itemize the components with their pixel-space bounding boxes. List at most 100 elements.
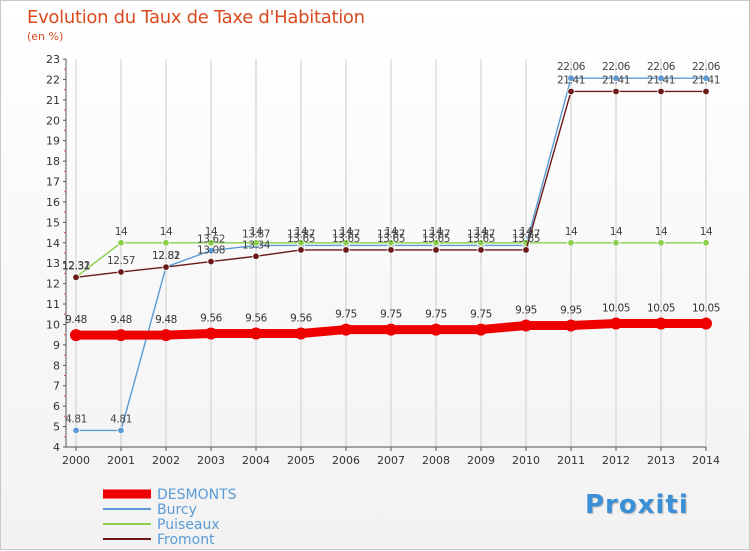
data-label-fromont: 21.41	[692, 74, 720, 86]
data-point-burcy	[117, 426, 125, 435]
x-tick-label: 2006	[332, 454, 360, 467]
data-label-puiseaux: 14	[385, 226, 398, 238]
data-point-desmonts	[160, 329, 172, 342]
data-point-burcy	[612, 74, 620, 82]
data-point-desmonts	[295, 327, 307, 340]
data-label-fromont: 12.81	[152, 250, 180, 262]
x-tick-label: 2004	[242, 454, 270, 467]
data-point-puiseaux	[207, 239, 215, 247]
data-point-desmonts	[700, 317, 712, 330]
data-label-desmonts: 9.48	[155, 314, 177, 326]
data-point-desmonts	[430, 323, 442, 336]
data-label-burcy: 22.06	[557, 61, 586, 73]
y-tick-label: 13	[46, 257, 60, 270]
data-point-puiseaux	[342, 239, 350, 247]
x-tick-label: 2005	[287, 454, 315, 467]
data-label-burcy: 13.62	[197, 234, 225, 246]
data-label-desmonts: 9.56	[245, 312, 267, 324]
x-tick-label: 2010	[512, 454, 540, 467]
data-label-desmonts: 9.75	[380, 309, 402, 321]
data-label-desmonts: 9.75	[425, 309, 447, 321]
data-label-puiseaux: 12.32	[62, 260, 90, 272]
data-point-puiseaux	[567, 239, 575, 247]
data-label-desmonts: 9.48	[110, 314, 132, 326]
data-point-burcy	[657, 74, 665, 82]
y-tick-label: 17	[46, 176, 60, 189]
y-tick-label: 20	[46, 114, 60, 127]
data-point-puiseaux	[702, 239, 710, 247]
data-label-burcy: 4.81	[65, 413, 87, 425]
data-label-puiseaux: 14	[430, 226, 443, 238]
y-tick-label: 16	[46, 196, 60, 209]
data-label-desmonts: 10.05	[602, 302, 630, 314]
x-tick-label: 2007	[377, 454, 405, 467]
data-label-fromont: 12.57	[107, 255, 135, 267]
legend-label-fromont: Fromont	[157, 532, 215, 548]
proxiti-logo: Proxiti	[585, 490, 689, 520]
legend-label-puiseaux: Puiseaux	[157, 517, 220, 533]
data-point-fromont	[207, 257, 215, 266]
data-label-burcy: 13.87	[422, 228, 450, 240]
y-tick-label: 9	[53, 339, 60, 352]
x-tick-label: 2002	[152, 454, 180, 467]
data-label-puiseaux: 14	[295, 226, 308, 238]
data-point-fromont	[612, 87, 620, 96]
x-tick-label: 2003	[197, 454, 225, 467]
y-tick-label: 11	[46, 298, 60, 311]
data-point-puiseaux	[117, 239, 125, 247]
data-label-puiseaux: 14	[340, 226, 353, 238]
data-label-desmonts: 9.75	[335, 309, 357, 321]
data-label-puiseaux: 14	[655, 226, 668, 238]
data-label-desmonts: 10.05	[692, 302, 720, 314]
data-point-fromont	[162, 263, 170, 271]
y-tick-label: 15	[46, 216, 60, 229]
data-point-desmonts	[70, 329, 82, 342]
data-point-desmonts	[655, 317, 667, 330]
data-point-burcy	[567, 74, 575, 82]
data-label-burcy: 12.82	[152, 250, 180, 262]
data-label-desmonts: 9.95	[515, 304, 537, 316]
y-tick-label: 23	[46, 53, 60, 66]
data-point-fromont	[72, 273, 80, 282]
y-tick-label: 5	[53, 421, 60, 434]
data-label-fromont: 13.65	[287, 233, 315, 245]
data-label-desmonts: 9.56	[200, 312, 222, 324]
data-point-desmonts	[610, 317, 622, 330]
data-point-desmonts	[520, 319, 532, 332]
data-point-puiseaux	[612, 239, 620, 247]
data-point-fromont	[342, 246, 350, 254]
data-label-fromont: 12.31	[62, 260, 90, 272]
data-point-puiseaux	[432, 239, 440, 247]
data-label-fromont: 21.41	[557, 74, 585, 86]
y-tick-label: 14	[46, 237, 60, 250]
data-point-puiseaux	[387, 239, 395, 247]
y-tick-label: 10	[46, 318, 60, 331]
data-point-burcy	[72, 426, 80, 435]
data-point-fromont	[657, 87, 665, 96]
data-point-fromont	[252, 252, 260, 260]
y-tick-label: 19	[46, 135, 60, 148]
data-point-puiseaux	[657, 239, 665, 247]
data-label-fromont: 13.65	[332, 233, 360, 245]
data-label-desmonts: 9.75	[470, 309, 492, 321]
data-label-fromont: 21.41	[647, 74, 675, 86]
data-point-fromont	[117, 268, 125, 276]
data-label-puiseaux: 14	[520, 226, 533, 238]
data-label-fromont: 13.65	[377, 233, 405, 245]
data-label-puiseaux: 14	[160, 226, 173, 238]
x-tick-label: 2001	[107, 454, 135, 467]
data-label-puiseaux: 14	[700, 226, 713, 238]
data-label-desmonts: 9.48	[65, 314, 87, 326]
data-label-burcy: 13.87	[332, 228, 360, 240]
data-label-burcy: 13.87	[377, 228, 405, 240]
data-point-desmonts	[115, 329, 127, 342]
legend-label-burcy: Burcy	[157, 502, 197, 518]
data-point-fromont	[702, 87, 710, 96]
x-tick-label: 2014	[692, 454, 720, 467]
data-point-fromont	[477, 246, 485, 254]
y-tick-label: 8	[53, 359, 60, 372]
x-tick-label: 2000	[62, 454, 90, 467]
data-label-fromont: 13.08	[197, 245, 225, 257]
data-label-puiseaux: 14	[115, 226, 128, 238]
